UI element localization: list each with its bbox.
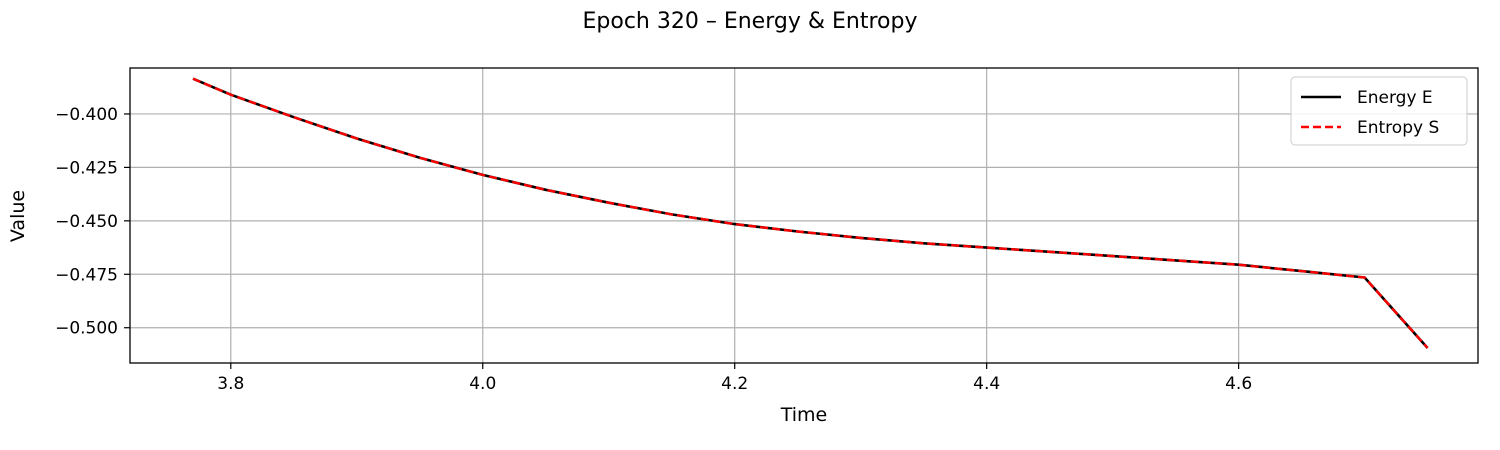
legend: Energy E Entropy S <box>1290 76 1468 146</box>
y-tick-label: −0.450 <box>55 212 118 232</box>
y-axis-label: Value <box>7 190 29 242</box>
series-line-energy <box>192 77 1429 349</box>
y-tick-label: −0.400 <box>55 105 118 125</box>
x-tick-label: 4.6 <box>1225 374 1252 394</box>
series-line-entropy <box>192 77 1429 349</box>
legend-label: Energy E <box>1357 88 1433 108</box>
x-tick-label: 3.8 <box>217 374 244 394</box>
grid <box>130 68 1478 363</box>
x-tick-label: 4.4 <box>973 374 1000 394</box>
chart-title: Epoch 320 – Energy & Entropy <box>583 9 918 34</box>
x-tick-label: 4.2 <box>721 374 748 394</box>
legend-label: Entropy S <box>1357 118 1439 138</box>
x-tick-label: 4.0 <box>469 374 496 394</box>
ticks: 3.8 4.0 4.2 4.4 4.6 −0.400 −0.425 −0.450 −0.475 −… <box>55 105 1252 394</box>
y-tick-label: −0.425 <box>55 158 118 178</box>
plot-frame <box>129 67 1479 364</box>
x-axis-label: Time <box>780 404 828 426</box>
y-tick-label: −0.475 <box>55 265 118 285</box>
series-layer <box>192 77 1429 349</box>
legend-box <box>1290 76 1468 146</box>
y-tick-label: −0.500 <box>55 319 118 339</box>
